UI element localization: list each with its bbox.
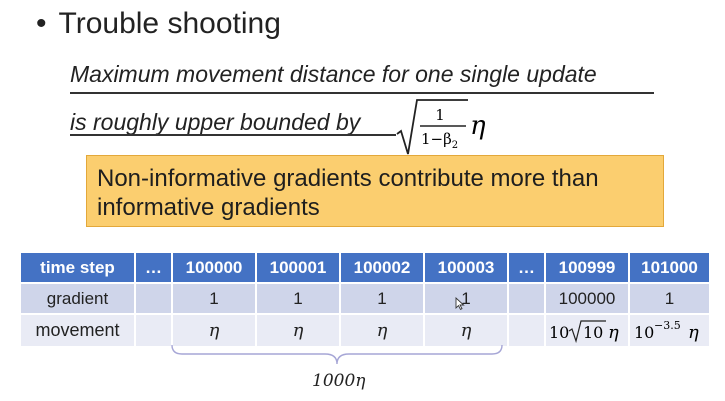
movement-cell: η [423,313,509,348]
statement-line-1: Maximum movement distance for one single… [70,61,597,87]
mouse-pointer-icon [455,297,465,310]
movement-row: movement η η η η 10 10 η 10 −3.5 η [19,313,711,348]
header-cell: 100003 [423,251,509,284]
header-cell: time step [19,251,136,284]
gradient-cell: 100000 [544,282,630,315]
bullet-heading: • Trouble shooting [36,4,281,44]
gradient-row: gradient 1 1 1 1 100000 1 [19,282,711,315]
sqrt-radicand: 10 [583,323,603,342]
sqrt-eta: η [608,322,619,343]
header-cell: … [134,251,173,284]
movement-cell [134,313,173,348]
gradient-cell: 1 [423,282,509,315]
header-cell: 100000 [171,251,257,284]
header-cell: 100999 [544,251,630,284]
movement-cell: η [171,313,257,348]
formula-denominator-main: 1−β [421,130,452,148]
curly-brace-icon [171,344,503,365]
bullet-marker: • [36,7,47,40]
movement-cell [507,313,546,348]
power-eta: η [688,322,699,343]
movement-cell-power: 10 −3.5 η [628,313,711,348]
header-cell: 101000 [628,251,711,284]
callout-box: Non-informative gradients contribute mor… [86,155,664,227]
header-cell: 100001 [255,251,341,284]
header-cell: 100002 [339,251,425,284]
movement-cell-sqrt: 10 10 η [544,313,630,348]
movement-cell: η [255,313,341,348]
table-header-row: time step … 100000 100001 100002 100003 … [19,251,711,284]
gradient-cell [507,282,546,315]
movement-label: movement [19,313,136,348]
movement-cell: η [339,313,425,348]
power-base: 10 [634,323,654,342]
gradient-cell: gradient [19,282,136,315]
statement-underline-1 [70,92,654,94]
header-cell: … [507,251,546,284]
formula-denominator-sub: 2 [452,140,458,151]
gradient-cell: 1 [255,282,341,315]
gradient-cell: 1 [171,282,257,315]
power-exponent: −3.5 [654,319,681,332]
gradient-cell: 1 [628,282,711,315]
square-root-icon [568,319,606,343]
gradient-cell: 1 [339,282,425,315]
formula-denominator: 1−β2 [421,130,458,151]
bound-formula: 1 1−β2 η [396,99,486,155]
gradient-cell [134,282,173,315]
formula-numerator: 1 [435,106,445,124]
time-step-table: time step … 100000 100001 100002 100003 … [19,251,711,348]
formula-eta: η [470,111,486,141]
sqrt-coefficient: 10 [549,323,569,342]
brace-sum-label: 1000η [312,371,366,391]
square-root-icon [396,99,468,155]
heading-title: Trouble shooting [58,7,281,40]
statement-line-2: is roughly upper bounded by [70,109,361,135]
statement-underline-2 [70,134,396,136]
